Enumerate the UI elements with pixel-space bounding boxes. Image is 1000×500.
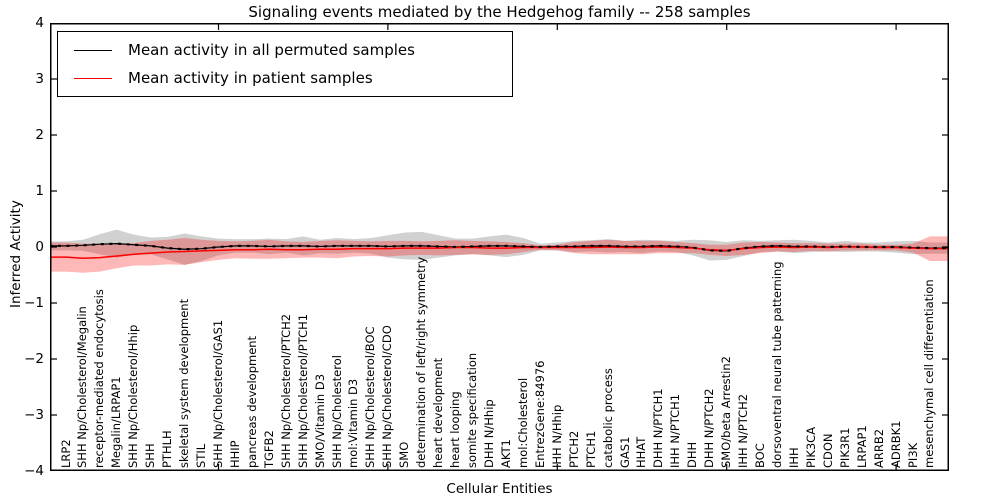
- x-category-label: mesenchymal cell differentiation: [922, 279, 937, 468]
- x-category-label: ARRB2: [871, 428, 886, 468]
- x-category-label: SHH Np/Cholesterol: [329, 355, 344, 468]
- x-category-label: dorsoventral neural tube patterning: [769, 261, 784, 468]
- x-category-label: determination of left/right symmetry: [414, 256, 429, 468]
- x-category-label: somite specification: [465, 352, 480, 468]
- y-tick-label: 4: [35, 15, 44, 31]
- legend-label-permuted: Mean activity in all permuted samples: [128, 41, 415, 59]
- x-category-label: IHH N/PTCH1: [668, 393, 683, 468]
- chart-title: Signaling events mediated by the Hedgeho…: [248, 3, 751, 21]
- x-category-label: IHH N/Hhip: [549, 404, 564, 468]
- patient-line-swatch: [74, 77, 112, 79]
- x-category-label: SHH Np/Cholesterol/PTCH1: [295, 313, 310, 468]
- x-category-label: HHIP: [227, 440, 242, 468]
- x-category-label: SMO/Vitamin D3: [312, 373, 327, 468]
- y-tick-label: −1: [24, 295, 44, 311]
- y-tick-label: −4: [24, 463, 44, 479]
- x-category-label: catabolic process: [600, 368, 615, 468]
- x-category-label: PTCH1: [583, 430, 598, 468]
- x-category-label: TGFB2: [261, 430, 276, 468]
- x-category-label: EntrezGene:84976: [532, 360, 547, 468]
- y-tick-label: 0: [35, 239, 44, 255]
- x-category-label: SMO: [397, 441, 412, 468]
- x-axis-label: Cellular Entities: [446, 481, 553, 497]
- plot-area: [50, 23, 949, 471]
- x-category-label: DHH N/Hhip: [482, 399, 496, 468]
- x-category-label: LRPAP1: [854, 425, 869, 468]
- legend-label-patient: Mean activity in patient samples: [128, 69, 373, 87]
- x-category-label: PIK3CA: [803, 426, 818, 468]
- x-category-label: PIK3R1: [837, 427, 852, 469]
- x-category-label: PTHLH: [160, 430, 175, 468]
- x-category-label: pancreas development: [244, 335, 259, 468]
- x-category-label: SMO/beta Arrestin2: [719, 356, 734, 468]
- x-category-label: SHH Np/Cholesterol/BOC: [363, 326, 378, 468]
- x-category-label: PI3K: [905, 442, 920, 468]
- x-category-label: HHAT: [634, 436, 649, 468]
- y-tick-label: 3: [35, 71, 44, 87]
- x-category-label: AKT1: [498, 439, 513, 468]
- x-category-label: PTCH2: [566, 430, 581, 468]
- x-category-label: mol:Vitamin D3: [346, 378, 361, 468]
- x-category-label: DHH N/PTCH2: [702, 388, 717, 468]
- legend: Mean activity in all permuted samples Me…: [57, 31, 513, 97]
- x-category-label: GAS1: [617, 436, 632, 468]
- permuted-line-swatch: [74, 49, 112, 51]
- x-category-label: skeletal system development: [177, 298, 192, 468]
- x-category-label: SHH Np/Cholesterol/CDO: [380, 325, 395, 468]
- x-category-label: SHH: [143, 443, 158, 468]
- x-category-label: Megalin/LRPAP1: [109, 376, 124, 468]
- legend-item-patient: Mean activity in patient samples: [58, 65, 512, 91]
- chart-canvas: [50, 23, 949, 471]
- x-category-label: heart development: [431, 357, 446, 468]
- x-category-label: BOC: [753, 443, 768, 468]
- x-category-label: SHH Np/Cholesterol/GAS1: [210, 319, 225, 468]
- y-tick-label: 1: [35, 183, 44, 199]
- x-category-label: STIL: [194, 443, 209, 468]
- legend-item-permuted: Mean activity in all permuted samples: [58, 37, 512, 63]
- x-category-label: CDON: [820, 433, 835, 468]
- y-tick-label: −3: [24, 407, 44, 423]
- x-category-label: ADRBK1: [888, 420, 903, 468]
- x-category-label: IHH: [786, 447, 801, 468]
- x-category-label: LRP2: [58, 439, 73, 468]
- y-tick-label: −2: [24, 351, 44, 367]
- x-category-label: DHH N/PTCH1: [651, 388, 666, 468]
- x-category-label: SHH Np/Cholesterol/Hhip: [126, 324, 141, 468]
- y-tick-label: 2: [35, 127, 44, 143]
- x-category-label: DHH: [685, 441, 700, 468]
- x-category-label: heart looping: [448, 391, 463, 468]
- x-category-label: SHH Np/Cholesterol/PTCH2: [278, 313, 293, 468]
- x-category-label: SHH Np/Cholesterol/Megalin: [75, 306, 90, 468]
- x-category-label: mol:Cholesterol: [515, 377, 530, 468]
- x-category-label: IHH N/PTCH2: [736, 393, 751, 468]
- x-category-label: receptor-mediated endocytosis: [92, 289, 107, 468]
